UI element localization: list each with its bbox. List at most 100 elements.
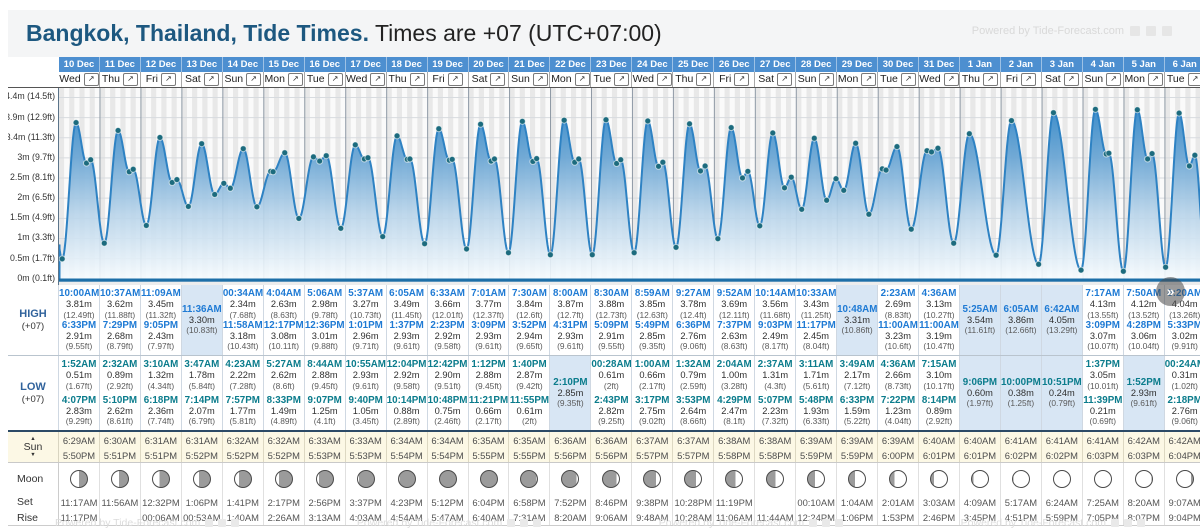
- tide-extreme-dot: [351, 141, 359, 149]
- date-cell[interactable]: 18 Dec: [386, 57, 428, 72]
- expand-day-button[interactable]: ↗: [943, 73, 959, 86]
- date-cell[interactable]: 1 Jan: [959, 57, 1001, 72]
- date-cell[interactable]: 19 Dec: [427, 57, 469, 72]
- date-cell[interactable]: 31 Dec: [919, 57, 960, 72]
- moon-phase-cell: [796, 463, 838, 495]
- expand-day-button[interactable]: ↗: [900, 73, 916, 86]
- date-cell[interactable]: 25 Dec: [673, 57, 715, 72]
- tide-height-m: 1.32m: [147, 370, 174, 380]
- date-cell[interactable]: 13 Dec: [181, 57, 223, 72]
- tide-height-ft: (9.91ft): [1171, 341, 1198, 351]
- tide-height-m: 1.49m: [270, 405, 297, 416]
- tide-extreme-dot: [1162, 263, 1170, 271]
- tide-time: 12:17PM: [263, 319, 304, 331]
- tide-extreme-dot: [490, 155, 498, 163]
- weekday-text: Wed: [59, 73, 81, 85]
- tide-extreme-dot: [316, 157, 324, 165]
- expand-day-button[interactable]: ↗: [327, 73, 343, 86]
- sun-times-cell: 6:37AM 5:57PM: [673, 432, 715, 462]
- expand-day-button[interactable]: ↗: [657, 73, 673, 86]
- sunset-time: 5:54PM: [431, 450, 464, 461]
- tide-height-m: 2.92m: [434, 330, 461, 341]
- sunrise-time: 6:32AM: [267, 435, 300, 446]
- expand-day-button[interactable]: ↗: [819, 73, 835, 86]
- sunrise-time: 6:39AM: [799, 435, 833, 446]
- date-cell[interactable]: 2 Jan: [1000, 57, 1042, 72]
- date-cell[interactable]: 20 Dec: [468, 57, 510, 72]
- date-cell[interactable]: 29 Dec: [837, 57, 879, 72]
- date-cell[interactable]: 24 Dec: [632, 57, 674, 72]
- expand-day-button[interactable]: ↗: [409, 73, 425, 86]
- expand-day-button[interactable]: ↗: [777, 73, 793, 86]
- tide-height-ft: (6.79ft): [188, 416, 216, 426]
- low-tide-cell: 2:37AM 1.31m (4.3ft) 5:07PM 2.23m (7.32ft): [755, 356, 797, 430]
- low-tide-event: 1:32AM 0.79m (2.59ft): [673, 359, 713, 391]
- sun-times-cell: 6:36AM 5:56PM: [591, 432, 633, 462]
- tide-time: 4:23AM: [225, 359, 261, 370]
- tide-time: 2:32AM: [102, 359, 138, 370]
- moon-phase-icon: [1093, 470, 1112, 488]
- tide-time: 00:28AM: [591, 359, 632, 370]
- expand-day-button[interactable]: ↗: [83, 73, 99, 86]
- tide-extreme-dot: [659, 158, 667, 166]
- expand-day-button[interactable]: ↗: [122, 73, 138, 86]
- tide-height-m: 3.56m: [762, 299, 789, 309]
- tide-height-m: 2.47m: [721, 405, 748, 416]
- tide-height-ft: (6.33ft): [802, 416, 830, 426]
- expand-day-button[interactable]: ↗: [861, 73, 877, 86]
- date-cell[interactable]: 12 Dec: [140, 57, 182, 72]
- expand-day-button[interactable]: ↗: [614, 73, 630, 86]
- expand-day-button[interactable]: ↗: [246, 73, 262, 86]
- tide-extreme-dot: [823, 196, 831, 204]
- tide-time: 4:36AM: [880, 359, 916, 370]
- date-cell[interactable]: 5 Jan: [1123, 57, 1165, 72]
- expand-day-button[interactable]: ↗: [1106, 73, 1122, 86]
- expand-day-button[interactable]: ↗: [982, 73, 998, 86]
- tide-time: 1:52AM: [61, 359, 97, 370]
- moon-phase-cell: [632, 463, 674, 495]
- expand-day-button[interactable]: ↗: [490, 73, 506, 86]
- date-cell[interactable]: 26 Dec: [714, 57, 756, 72]
- expand-day-button[interactable]: ↗: [696, 73, 712, 86]
- moon-phase-cell: [1123, 463, 1165, 495]
- date-cell[interactable]: 22 Dec: [550, 57, 592, 72]
- high-tide-label: HIGH (+07): [8, 285, 59, 355]
- expand-day-button[interactable]: ↗: [532, 73, 548, 86]
- tide-time: 1:01PM: [348, 319, 383, 331]
- expand-day-button[interactable]: ↗: [1187, 73, 1200, 86]
- expand-day-button[interactable]: ↗: [574, 73, 590, 86]
- date-cell[interactable]: 30 Dec: [878, 57, 920, 72]
- low-tide-event: 00:24AM0.31m(1.02ft): [1165, 359, 1200, 391]
- date-cell[interactable]: 6 Jan: [1164, 57, 1200, 72]
- date-cell[interactable]: 23 Dec: [591, 57, 633, 72]
- date-cell[interactable]: 3 Jan: [1041, 57, 1083, 72]
- expand-day-button[interactable]: ↗: [370, 73, 386, 86]
- expand-day-button[interactable]: ↗: [161, 73, 176, 86]
- expand-day-button[interactable]: ↗: [1063, 73, 1079, 86]
- expand-day-button[interactable]: ↗: [447, 73, 463, 86]
- scroll-next-button[interactable]: »: [1156, 277, 1185, 306]
- date-cell[interactable]: 16 Dec: [304, 57, 346, 72]
- sun-times-cell: 6:31AM 5:51PM: [140, 432, 182, 462]
- expand-day-button[interactable]: ↗: [1021, 73, 1037, 86]
- expand-day-button[interactable]: ↗: [734, 73, 750, 86]
- date-cell[interactable]: 14 Dec: [222, 57, 264, 72]
- tide-height-ft: (11.45ft): [391, 309, 422, 320]
- expand-day-button[interactable]: ↗: [287, 73, 303, 86]
- low-tide-event: 3:17PM 2.75m (9.02ft): [632, 395, 672, 427]
- expand-day-button[interactable]: ↗: [1147, 73, 1163, 86]
- date-cell[interactable]: 27 Dec: [755, 57, 797, 72]
- sun-rise-set-row: ▲ Sun ▼ 6:29AM 5:50PM 6:30AM 5:51PM 6:31AM 5:…: [8, 430, 1200, 463]
- date-cell[interactable]: 28 Dec: [796, 57, 838, 72]
- date-cell[interactable]: 4 Jan: [1082, 57, 1124, 72]
- date-cell[interactable]: 11 Dec: [99, 57, 141, 72]
- date-cell[interactable]: 21 Dec: [509, 57, 551, 72]
- tide-height-ft: (11.61ft): [964, 325, 996, 336]
- date-cell[interactable]: 10 Dec: [59, 57, 100, 72]
- expand-day-button[interactable]: ↗: [203, 73, 219, 86]
- weekday-text: Sat: [471, 73, 488, 85]
- date-cell[interactable]: 17 Dec: [345, 57, 387, 72]
- weekday-cell: Tue ↗: [1164, 72, 1200, 87]
- date-cell[interactable]: 15 Dec: [263, 57, 305, 72]
